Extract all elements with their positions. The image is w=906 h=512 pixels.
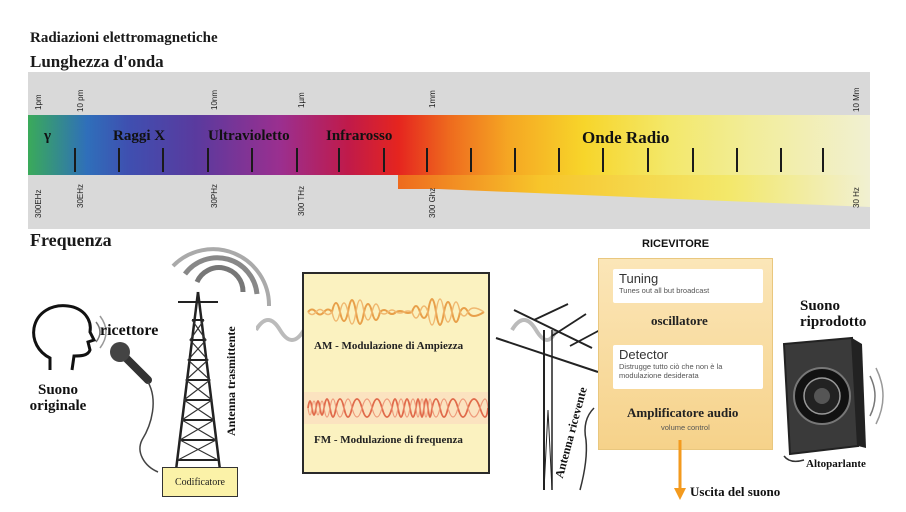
microphone-icon bbox=[110, 342, 159, 473]
head-icon bbox=[32, 304, 107, 371]
wavelength-tick-label: 1µm bbox=[297, 92, 306, 108]
frequency-tick-label: 300 THz bbox=[297, 185, 306, 216]
amplifier-label: Amplificatore audio bbox=[627, 405, 739, 420]
frequency-tick-label: 30EHz bbox=[76, 183, 85, 208]
wavelength-tick-label: 10nm bbox=[210, 89, 219, 110]
fm-label: FM - Modulazione di frequenza bbox=[314, 434, 463, 446]
spectrum-tick bbox=[647, 148, 649, 172]
fm-signal-wave bbox=[304, 392, 488, 424]
spectrum-tick bbox=[426, 148, 428, 172]
modulation-panel: AM - Modulazione di Ampiezza FM - Modula… bbox=[302, 272, 490, 474]
reproduced-sound-label: Suono riprodotto bbox=[800, 298, 867, 330]
detector-subtitle: Distrugge tutto ciò che non è la modulaz… bbox=[619, 362, 723, 380]
frequency-heading: Frequenza bbox=[30, 230, 112, 250]
spectrum-bar bbox=[28, 115, 870, 175]
transmitter-tower-icon bbox=[174, 291, 222, 471]
spectrum-tick bbox=[558, 148, 560, 172]
tuning-title: Tuning bbox=[619, 271, 659, 286]
encoder-box: Codificatore bbox=[162, 467, 238, 497]
frequency-tick-label: 300 Ghz bbox=[428, 187, 437, 218]
band-label-xray: Raggi X bbox=[113, 128, 166, 144]
spectrum-tick bbox=[470, 148, 472, 172]
link-wave-icon bbox=[256, 318, 556, 342]
spectrum-tick bbox=[692, 148, 694, 172]
spectrum-tick bbox=[602, 148, 604, 172]
speaker-label: Altoparlante bbox=[806, 458, 866, 470]
spectrum-tick bbox=[296, 148, 298, 172]
spectrum-tick bbox=[162, 148, 164, 172]
spectrum-tick bbox=[780, 148, 782, 172]
spectrum-wedge bbox=[398, 175, 870, 207]
spectrum-tick bbox=[118, 148, 120, 172]
diagram-title: Radiazioni elettromagnetiche bbox=[30, 30, 218, 46]
detector-title: Detector bbox=[619, 347, 669, 362]
spectrum-tick bbox=[251, 148, 253, 172]
sound-output-label: Uscita del suono bbox=[690, 484, 781, 499]
frequency-tick-label: 30PHz bbox=[210, 183, 219, 208]
detector-box: Detector Distrugge tutto ciò che non è l… bbox=[613, 345, 763, 389]
output-arrow-icon bbox=[674, 440, 686, 500]
band-label-infrared: Infrarosso bbox=[326, 128, 393, 144]
spectrum-tick bbox=[383, 148, 385, 172]
volume-label: volume control bbox=[661, 423, 710, 432]
microphone-label: ricettore bbox=[100, 322, 159, 339]
spectrum-tick bbox=[74, 148, 76, 172]
receiver-heading: RICEVITORE bbox=[642, 238, 710, 250]
band-label-gamma: γ bbox=[44, 128, 52, 144]
tuning-subtitle: Tunes out all but broadcast bbox=[619, 286, 710, 295]
speaker-icon bbox=[782, 336, 884, 463]
receiving-antenna-icon bbox=[495, 303, 601, 491]
frequency-tick-label: 30 Hz bbox=[852, 187, 861, 208]
am-signal-wave bbox=[307, 298, 485, 326]
wavelength-tick-label: 10 pm bbox=[76, 89, 85, 112]
spectrum-tick bbox=[822, 148, 824, 172]
band-label-radio: Onde Radio bbox=[582, 128, 670, 147]
wavelength-tick-label: 1mm bbox=[428, 90, 437, 108]
am-label: AM - Modulazione di Ampiezza bbox=[314, 340, 464, 352]
spectrum-tick bbox=[514, 148, 516, 172]
spectrum-tick bbox=[338, 148, 340, 172]
original-sound-label: Suono originale bbox=[29, 382, 87, 414]
spectrum-tick bbox=[736, 148, 738, 172]
oscillator-label: oscillatore bbox=[651, 313, 708, 328]
band-label-ultraviolet: Ultravioletto bbox=[208, 128, 290, 144]
transmitter-antenna-label: Antenna trasmittente bbox=[224, 326, 238, 436]
receiver-panel: Tuning Tunes out all but broadcast oscil… bbox=[598, 258, 773, 450]
tuning-box: Tuning Tunes out all but broadcast bbox=[613, 269, 763, 303]
wavelength-tick-label: 10 Mm bbox=[852, 87, 861, 112]
wavelength-tick-label: 1pm bbox=[34, 94, 43, 110]
spectrum-tick bbox=[207, 148, 209, 172]
wavelength-heading: Lunghezza d'onda bbox=[30, 52, 164, 71]
broadcast-waves-icon bbox=[171, 247, 272, 307]
frequency-tick-label: 300EHz bbox=[34, 189, 43, 218]
